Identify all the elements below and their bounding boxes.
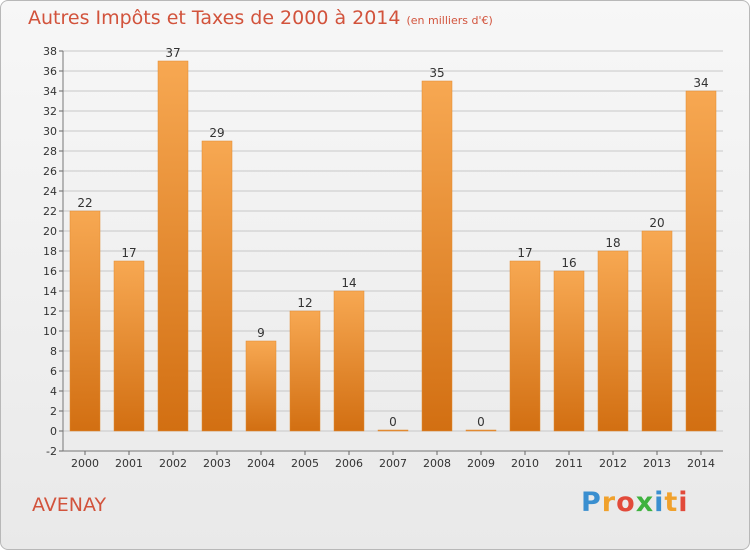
logo-letter: x: [635, 487, 655, 518]
y-tick-label: 30: [43, 125, 57, 138]
chart-subtitle: (en milliers d'€): [406, 14, 493, 27]
bar-2006: [333, 290, 365, 432]
value-label-2006: 14: [341, 276, 356, 290]
x-tick-label-2011: 2011: [555, 457, 583, 470]
chart-title: Autres Impôts et Taxes de 2000 à 2014: [28, 7, 401, 29]
logo-letter: i: [654, 487, 665, 518]
logo-letter: o: [616, 487, 636, 518]
x-tick-label-2001: 2001: [115, 457, 143, 470]
bar-2014: [685, 90, 717, 432]
x-tick-label-2014: 2014: [687, 457, 715, 470]
value-label-2008: 35: [429, 66, 444, 80]
value-label-2001: 17: [121, 246, 136, 260]
value-label-2003: 29: [209, 126, 224, 140]
bar-2012: [597, 250, 629, 432]
y-tick-label: 14: [43, 285, 57, 298]
y-tick-label: 12: [43, 305, 57, 318]
y-tick-label: 28: [43, 145, 57, 158]
logo-letter: t: [664, 487, 679, 518]
bar-2004: [245, 340, 277, 432]
bar-2001: [113, 260, 145, 432]
logo-letter: i: [678, 487, 689, 518]
proxiti-logo[interactable]: Proxiti: [581, 487, 689, 518]
bar-2008: [421, 80, 453, 432]
bar-2007: [377, 429, 409, 432]
y-tick-label: 0: [50, 425, 57, 438]
x-tick-label-2004: 2004: [247, 457, 275, 470]
value-label-2000: 22: [77, 196, 92, 210]
y-tick-label: 24: [43, 185, 57, 198]
x-tick-label-2007: 2007: [379, 457, 407, 470]
logo-letter: r: [601, 487, 617, 518]
bar-2003: [201, 140, 233, 432]
value-label-2007: 0: [389, 415, 397, 429]
x-tick-label-2006: 2006: [335, 457, 363, 470]
y-tick-label: 8: [50, 345, 57, 358]
x-tick-label-2008: 2008: [423, 457, 451, 470]
bar-2011: [553, 270, 585, 432]
x-tick-label-2013: 2013: [643, 457, 671, 470]
y-tick-label: 16: [43, 265, 57, 278]
bar-2005: [289, 310, 321, 432]
x-tick-label-2005: 2005: [291, 457, 319, 470]
logo-letter: P: [581, 487, 602, 518]
y-tick-label: 4: [50, 385, 57, 398]
y-tick-label: 26: [43, 165, 57, 178]
x-tick-label-2009: 2009: [467, 457, 495, 470]
x-tick-label-2002: 2002: [159, 457, 187, 470]
chart-title-line: Autres Impôts et Taxes de 2000 à 2014 (en…: [28, 7, 493, 29]
value-label-2010: 17: [517, 246, 532, 260]
commune-name: AVENAY: [32, 494, 107, 516]
bar-2000: [69, 210, 101, 432]
x-tick-label-2000: 2000: [71, 457, 99, 470]
value-label-2011: 16: [561, 256, 576, 270]
y-tick-label: 36: [43, 65, 57, 78]
value-label-2012: 18: [605, 236, 620, 250]
bar-2002: [157, 60, 189, 432]
y-tick-label: 34: [43, 85, 57, 98]
bar-2013: [641, 230, 673, 432]
x-tick-label-2012: 2012: [599, 457, 627, 470]
y-tick-label: -2: [46, 445, 57, 458]
x-tick-label-2010: 2010: [511, 457, 539, 470]
bar-2010: [509, 260, 541, 432]
value-label-2009: 0: [477, 415, 485, 429]
value-label-2013: 20: [649, 216, 664, 230]
x-tick-label-2003: 2003: [203, 457, 231, 470]
value-label-2014: 34: [693, 76, 708, 90]
y-tick-label: 6: [50, 365, 57, 378]
bar-2009: [465, 429, 497, 432]
y-tick-label: 20: [43, 225, 57, 238]
y-tick-label: 18: [43, 245, 57, 258]
value-label-2002: 37: [165, 46, 180, 60]
value-label-2005: 12: [297, 296, 312, 310]
y-tick-label: 38: [43, 45, 57, 58]
y-tick-label: 22: [43, 205, 57, 218]
y-tick-label: 32: [43, 105, 57, 118]
y-tick-label: 2: [50, 405, 57, 418]
value-label-2004: 9: [257, 326, 265, 340]
y-tick-label: 10: [43, 325, 57, 338]
